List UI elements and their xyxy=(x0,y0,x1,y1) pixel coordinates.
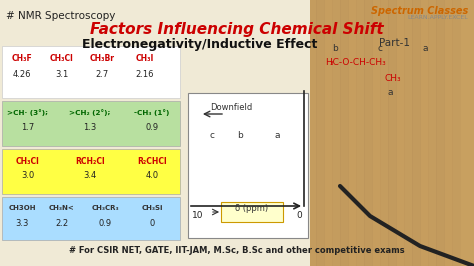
Bar xyxy=(348,0,357,266)
Text: -CH₃ (1°): -CH₃ (1°) xyxy=(134,109,170,116)
Text: Factors Influencing Chemical Shift: Factors Influencing Chemical Shift xyxy=(90,22,384,37)
Bar xyxy=(316,0,325,266)
Bar xyxy=(0,0,310,266)
Bar xyxy=(396,0,405,266)
Bar xyxy=(300,0,309,266)
Bar xyxy=(324,0,333,266)
Bar xyxy=(2,46,180,98)
Bar xyxy=(428,0,437,266)
Text: 0: 0 xyxy=(149,219,155,228)
Text: 3.1: 3.1 xyxy=(55,70,69,79)
Text: LEARN.APPLY.EXCEL: LEARN.APPLY.EXCEL xyxy=(407,15,468,20)
Text: 1.3: 1.3 xyxy=(83,123,97,132)
Text: >CH₂ (2°);: >CH₂ (2°); xyxy=(69,109,111,116)
Text: >CH· (3°);: >CH· (3°); xyxy=(8,109,48,116)
Bar xyxy=(372,0,381,266)
Bar xyxy=(2,101,180,146)
Text: c: c xyxy=(377,44,383,53)
Bar xyxy=(436,0,445,266)
Bar xyxy=(404,0,413,266)
Bar xyxy=(2,149,180,194)
Text: 1.7: 1.7 xyxy=(21,123,35,132)
Bar xyxy=(388,0,397,266)
Text: CH₃Br: CH₃Br xyxy=(90,54,115,63)
Text: 3.3: 3.3 xyxy=(15,219,29,228)
Text: CH3OH: CH3OH xyxy=(8,205,36,211)
Text: 2.2: 2.2 xyxy=(55,219,69,228)
Text: Downfield: Downfield xyxy=(210,103,252,112)
Text: 0.9: 0.9 xyxy=(99,219,111,228)
Text: 0: 0 xyxy=(296,211,302,220)
Bar xyxy=(332,0,341,266)
Bar xyxy=(444,0,453,266)
Bar xyxy=(356,0,365,266)
Text: 4.0: 4.0 xyxy=(146,171,159,180)
Text: H: H xyxy=(325,58,332,67)
Text: CH₃Cl: CH₃Cl xyxy=(16,157,40,166)
Text: b: b xyxy=(237,131,243,140)
Text: Part-1: Part-1 xyxy=(380,38,410,48)
Text: CH₃: CH₃ xyxy=(385,74,401,83)
Text: # NMR Spectroscopy: # NMR Spectroscopy xyxy=(6,11,115,21)
Text: RCH₂Cl: RCH₂Cl xyxy=(75,157,105,166)
Text: CH₃F: CH₃F xyxy=(12,54,32,63)
Text: CH₃CR₃: CH₃CR₃ xyxy=(91,205,119,211)
Text: CH₃Cl: CH₃Cl xyxy=(50,54,74,63)
Bar xyxy=(300,0,474,266)
FancyBboxPatch shape xyxy=(221,202,283,222)
Text: R₂CHCl: R₂CHCl xyxy=(137,157,167,166)
Text: a: a xyxy=(388,88,393,97)
Text: 4.26: 4.26 xyxy=(13,70,31,79)
Text: CH₃N<: CH₃N< xyxy=(49,205,75,211)
Text: a: a xyxy=(422,44,428,53)
Text: Spectrum Classes: Spectrum Classes xyxy=(371,6,468,16)
Bar xyxy=(188,93,308,238)
Text: b: b xyxy=(332,44,338,53)
Text: CH₃I: CH₃I xyxy=(136,54,154,63)
Text: Electronegativity/Inductive Effect: Electronegativity/Inductive Effect xyxy=(82,38,318,51)
Bar xyxy=(364,0,373,266)
Bar xyxy=(420,0,429,266)
Bar xyxy=(308,0,317,266)
Bar xyxy=(2,197,180,240)
Text: 3.0: 3.0 xyxy=(21,171,35,180)
Text: 0.9: 0.9 xyxy=(146,123,159,132)
Text: ₃C-O-CH-CH₃: ₃C-O-CH-CH₃ xyxy=(330,58,387,67)
Text: # For CSIR NET, GATE, IIT-JAM, M.Sc, B.Sc and other competitive exams: # For CSIR NET, GATE, IIT-JAM, M.Sc, B.S… xyxy=(69,246,405,255)
Text: 2.16: 2.16 xyxy=(136,70,154,79)
Bar xyxy=(380,0,389,266)
Text: δ (ppm): δ (ppm) xyxy=(236,204,269,213)
Text: CH₃Si: CH₃Si xyxy=(141,205,163,211)
Text: 3.4: 3.4 xyxy=(83,171,97,180)
Bar xyxy=(452,0,461,266)
Bar xyxy=(412,0,421,266)
Text: a: a xyxy=(274,131,280,140)
Text: c: c xyxy=(210,131,215,140)
Text: 10: 10 xyxy=(192,211,203,220)
Text: 2.7: 2.7 xyxy=(95,70,109,79)
Bar xyxy=(340,0,349,266)
